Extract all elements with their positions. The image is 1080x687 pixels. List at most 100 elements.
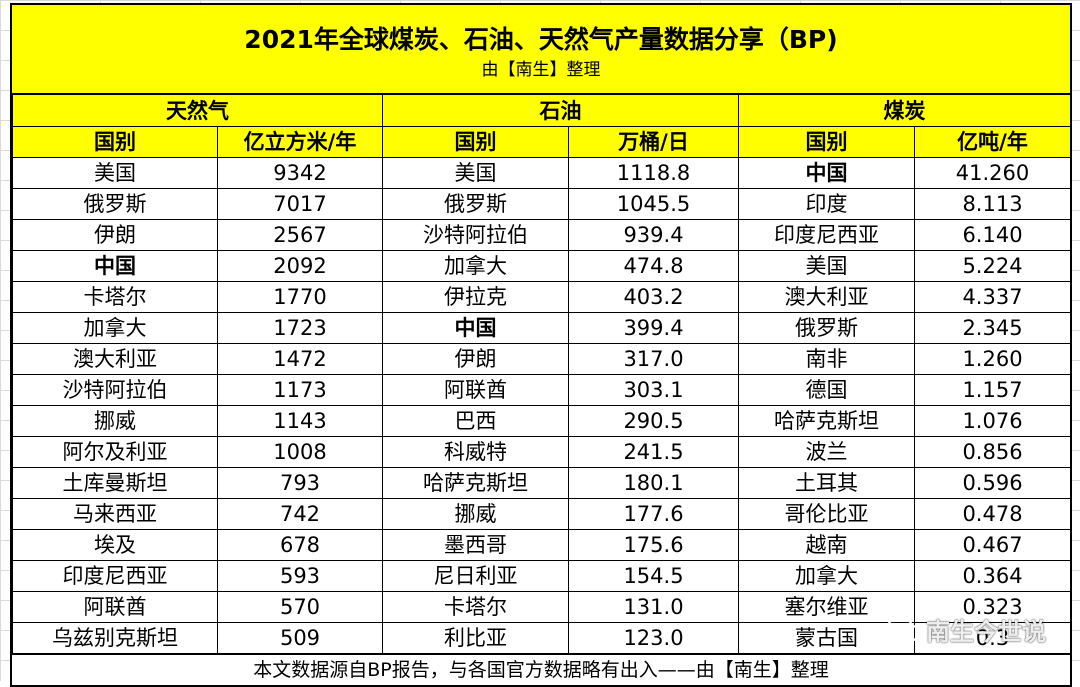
value-cell: 399.4 — [568, 312, 739, 344]
country-cell: 卡塔尔 — [382, 591, 569, 623]
country-cell: 美国 — [738, 250, 915, 282]
value-cell: 1472 — [217, 343, 383, 375]
value-cell: 0.596 — [914, 467, 1071, 499]
table-row: 阿尔及利亚 1008 科威特 241.5 波兰 0.856 — [12, 436, 1071, 468]
wechat-icon — [886, 615, 921, 642]
country-cell: 哈萨克斯坦 — [738, 405, 915, 437]
value-cell: 2092 — [217, 250, 383, 282]
value-cell: 41.260 — [914, 157, 1071, 189]
value-cell: 793 — [217, 467, 383, 499]
value-cell: 1723 — [217, 312, 383, 344]
value-cell: 5.224 — [914, 250, 1071, 282]
country-cell: 南非 — [738, 343, 915, 375]
value-cell: 0.856 — [914, 436, 1071, 468]
country-cell: 印度 — [738, 188, 915, 220]
value-cell: 1770 — [217, 281, 383, 313]
country-cell: 土耳其 — [738, 467, 915, 499]
col-header-unit: 万桶/日 — [568, 126, 739, 158]
country-cell: 中国 — [382, 312, 569, 344]
country-cell: 沙特阿拉伯 — [12, 374, 218, 406]
country-cell: 澳大利亚 — [12, 343, 218, 375]
value-cell: 6.140 — [914, 219, 1071, 251]
value-cell: 1045.5 — [568, 188, 739, 220]
table-row: 乌兹别克斯坦 509 利比亚 123.0 蒙古国 0.3 — [12, 622, 1071, 654]
value-cell: 1008 — [217, 436, 383, 468]
col-header-country: 国别 — [738, 126, 915, 158]
country-cell: 伊朗 — [12, 219, 218, 251]
value-cell: 403.2 — [568, 281, 739, 313]
value-cell: 154.5 — [568, 560, 739, 592]
col-header-unit: 亿立方米/年 — [217, 126, 383, 158]
section-oil: 石油 — [382, 94, 739, 127]
value-cell: 290.5 — [568, 405, 739, 437]
table-row: 印度尼西亚 593 尼日利亚 154.5 加拿大 0.364 — [12, 560, 1071, 592]
country-cell: 美国 — [382, 157, 569, 189]
value-cell: 1143 — [217, 405, 383, 437]
country-cell: 伊朗 — [382, 343, 569, 375]
table-row: 卡塔尔 1770 伊拉克 403.2 澳大利亚 4.337 — [12, 281, 1071, 313]
country-cell: 中国 — [12, 250, 218, 282]
page-title: 2021年全球煤炭、石油、天然气产量数据分享（BP) — [244, 25, 838, 54]
country-cell: 加拿大 — [12, 312, 218, 344]
country-cell: 印度尼西亚 — [12, 560, 218, 592]
country-cell: 德国 — [738, 374, 915, 406]
country-cell: 挪威 — [12, 405, 218, 437]
value-cell: 742 — [217, 498, 383, 530]
country-cell: 哥伦比亚 — [738, 498, 915, 530]
country-cell: 波兰 — [738, 436, 915, 468]
section-coal: 煤炭 — [738, 94, 1071, 127]
table-row: 挪威 1143 巴西 290.5 哈萨克斯坦 1.076 — [12, 405, 1071, 437]
section-natural-gas: 天然气 — [12, 94, 383, 127]
country-cell: 加拿大 — [382, 250, 569, 282]
country-cell: 加拿大 — [738, 560, 915, 592]
col-header-country: 国别 — [382, 126, 569, 158]
title-block: 2021年全球煤炭、石油、天然气产量数据分享（BP) 由【南生】整理 — [12, 5, 1070, 94]
value-cell: 1118.8 — [568, 157, 739, 189]
column-header-row: 国别 亿立方米/年 国别 万桶/日 国别 亿吨/年 — [12, 126, 1071, 158]
value-cell: 303.1 — [568, 374, 739, 406]
country-cell: 印度尼西亚 — [738, 219, 915, 251]
country-cell: 阿尔及利亚 — [12, 436, 218, 468]
country-cell: 巴西 — [382, 405, 569, 437]
value-cell: 678 — [217, 529, 383, 561]
page-subtitle: 由【南生】整理 — [481, 60, 601, 80]
country-cell: 俄罗斯 — [382, 188, 569, 220]
value-cell: 317.0 — [568, 343, 739, 375]
value-cell: 939.4 — [568, 219, 739, 251]
value-cell: 175.6 — [568, 529, 739, 561]
value-cell: 180.1 — [568, 467, 739, 499]
col-header-unit: 亿吨/年 — [914, 126, 1071, 158]
country-cell: 澳大利亚 — [738, 281, 915, 313]
table-row: 澳大利亚 1472 伊朗 317.0 南非 1.260 — [12, 343, 1071, 375]
country-cell: 利比亚 — [382, 622, 569, 654]
country-cell: 哈萨克斯坦 — [382, 467, 569, 499]
value-cell: 131.0 — [568, 591, 739, 623]
value-cell: 593 — [217, 560, 383, 592]
table-body: 美国 9342 美国 1118.8 中国 41.260 俄罗斯 7017 俄罗斯 1045.5 印度… — [12, 157, 1071, 654]
table-row: 美国 9342 美国 1118.8 中国 41.260 — [12, 157, 1071, 189]
value-cell: 2.345 — [914, 312, 1071, 344]
country-cell: 中国 — [738, 157, 915, 189]
value-cell: 2567 — [217, 219, 383, 251]
country-cell: 阿联酋 — [12, 591, 218, 623]
value-cell: 8.113 — [914, 188, 1071, 220]
table-row: 埃及 678 墨西哥 175.6 越南 0.467 — [12, 529, 1071, 561]
country-cell: 挪威 — [382, 498, 569, 530]
country-cell: 尼日利亚 — [382, 560, 569, 592]
country-cell: 沙特阿拉伯 — [382, 219, 569, 251]
value-cell: 0.3 — [914, 622, 1071, 654]
country-cell: 埃及 — [12, 529, 218, 561]
watermark-text: 南生今世说 — [926, 618, 1046, 646]
value-cell: 241.5 — [568, 436, 739, 468]
footnote: 本文数据源自BP报告，与各国官方数据略有出入——由【南生】整理 — [12, 654, 1070, 685]
value-cell: 7017 — [217, 188, 383, 220]
col-header-country: 国别 — [12, 126, 218, 158]
table-row: 马来西亚 742 挪威 177.6 哥伦比亚 0.478 — [12, 498, 1071, 530]
table-row: 中国 2092 加拿大 474.8 美国 5.224 — [12, 250, 1071, 282]
country-cell: 塞尔维亚 — [738, 591, 915, 623]
country-cell: 阿联酋 — [382, 374, 569, 406]
value-cell: 1173 — [217, 374, 383, 406]
country-cell: 马来西亚 — [12, 498, 218, 530]
production-table: 天然气 石油 煤炭 国别 亿立方米/年 国别 万桶/日 国别 亿吨/年 美国 93… — [12, 94, 1071, 654]
value-cell: 570 — [217, 591, 383, 623]
